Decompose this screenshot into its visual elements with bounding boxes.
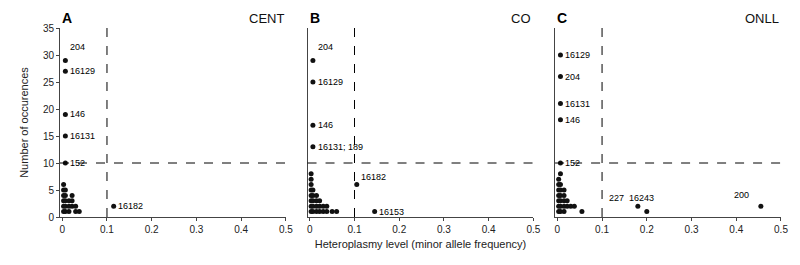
- svg-text:0.4: 0.4: [729, 224, 743, 235]
- svg-text:35: 35: [43, 23, 55, 34]
- svg-text:A: A: [62, 10, 72, 26]
- svg-text:200: 200: [734, 190, 749, 200]
- svg-text:16129: 16129: [70, 66, 95, 76]
- svg-text:0.5: 0.5: [527, 224, 541, 235]
- svg-text:0.2: 0.2: [392, 224, 406, 235]
- svg-text:146: 146: [70, 109, 85, 119]
- svg-text:0: 0: [307, 224, 313, 235]
- svg-text:204: 204: [70, 42, 85, 52]
- svg-text:0.1: 0.1: [348, 224, 362, 235]
- svg-text:152: 152: [565, 158, 580, 168]
- svg-text:16129: 16129: [565, 50, 590, 60]
- svg-text:146: 146: [565, 115, 580, 125]
- svg-text:10: 10: [43, 158, 55, 169]
- svg-text:0.5: 0.5: [774, 224, 788, 235]
- svg-text:16243: 16243: [629, 193, 654, 203]
- svg-text:152: 152: [70, 158, 85, 168]
- svg-text:C: C: [557, 10, 567, 26]
- svg-text:25: 25: [43, 77, 55, 88]
- svg-text:146: 146: [318, 120, 333, 130]
- svg-text:ONLL: ONLL: [745, 11, 779, 26]
- svg-text:0.3: 0.3: [685, 224, 699, 235]
- svg-text:0.1: 0.1: [595, 224, 609, 235]
- svg-text:16153: 16153: [379, 207, 404, 217]
- svg-text:0.5: 0.5: [279, 224, 293, 235]
- svg-text:16131: 16131: [565, 99, 590, 109]
- svg-text:0: 0: [555, 224, 561, 235]
- svg-text:0.3: 0.3: [189, 224, 203, 235]
- svg-text:Heteroplasmy level (minor alle: Heteroplasmy level (minor allele frequen…: [315, 238, 527, 250]
- svg-text:0: 0: [59, 224, 65, 235]
- svg-text:0.3: 0.3: [437, 224, 451, 235]
- svg-text:B: B: [310, 10, 320, 26]
- svg-text:0.4: 0.4: [234, 224, 248, 235]
- svg-text:20: 20: [43, 104, 55, 115]
- svg-text:5: 5: [48, 185, 54, 196]
- svg-text:16131; 189: 16131; 189: [318, 142, 363, 152]
- svg-text:CO: CO: [511, 11, 531, 26]
- svg-text:15: 15: [43, 131, 55, 142]
- svg-text:16131: 16131: [70, 131, 95, 141]
- svg-text:16129: 16129: [318, 77, 343, 87]
- svg-text:204: 204: [318, 42, 333, 52]
- svg-text:227: 227: [609, 193, 624, 203]
- svg-text:16182: 16182: [361, 172, 386, 182]
- svg-text:30: 30: [43, 50, 55, 61]
- svg-text:0.2: 0.2: [145, 224, 159, 235]
- svg-text:0: 0: [48, 212, 54, 223]
- svg-text:0.1: 0.1: [100, 224, 114, 235]
- svg-text:0.4: 0.4: [482, 224, 496, 235]
- svg-text:204: 204: [565, 72, 580, 82]
- svg-text:16182: 16182: [118, 201, 143, 211]
- svg-text:CENT: CENT: [249, 11, 284, 26]
- svg-text:0.2: 0.2: [640, 224, 654, 235]
- svg-text:Number of occurences: Number of occurences: [18, 67, 30, 178]
